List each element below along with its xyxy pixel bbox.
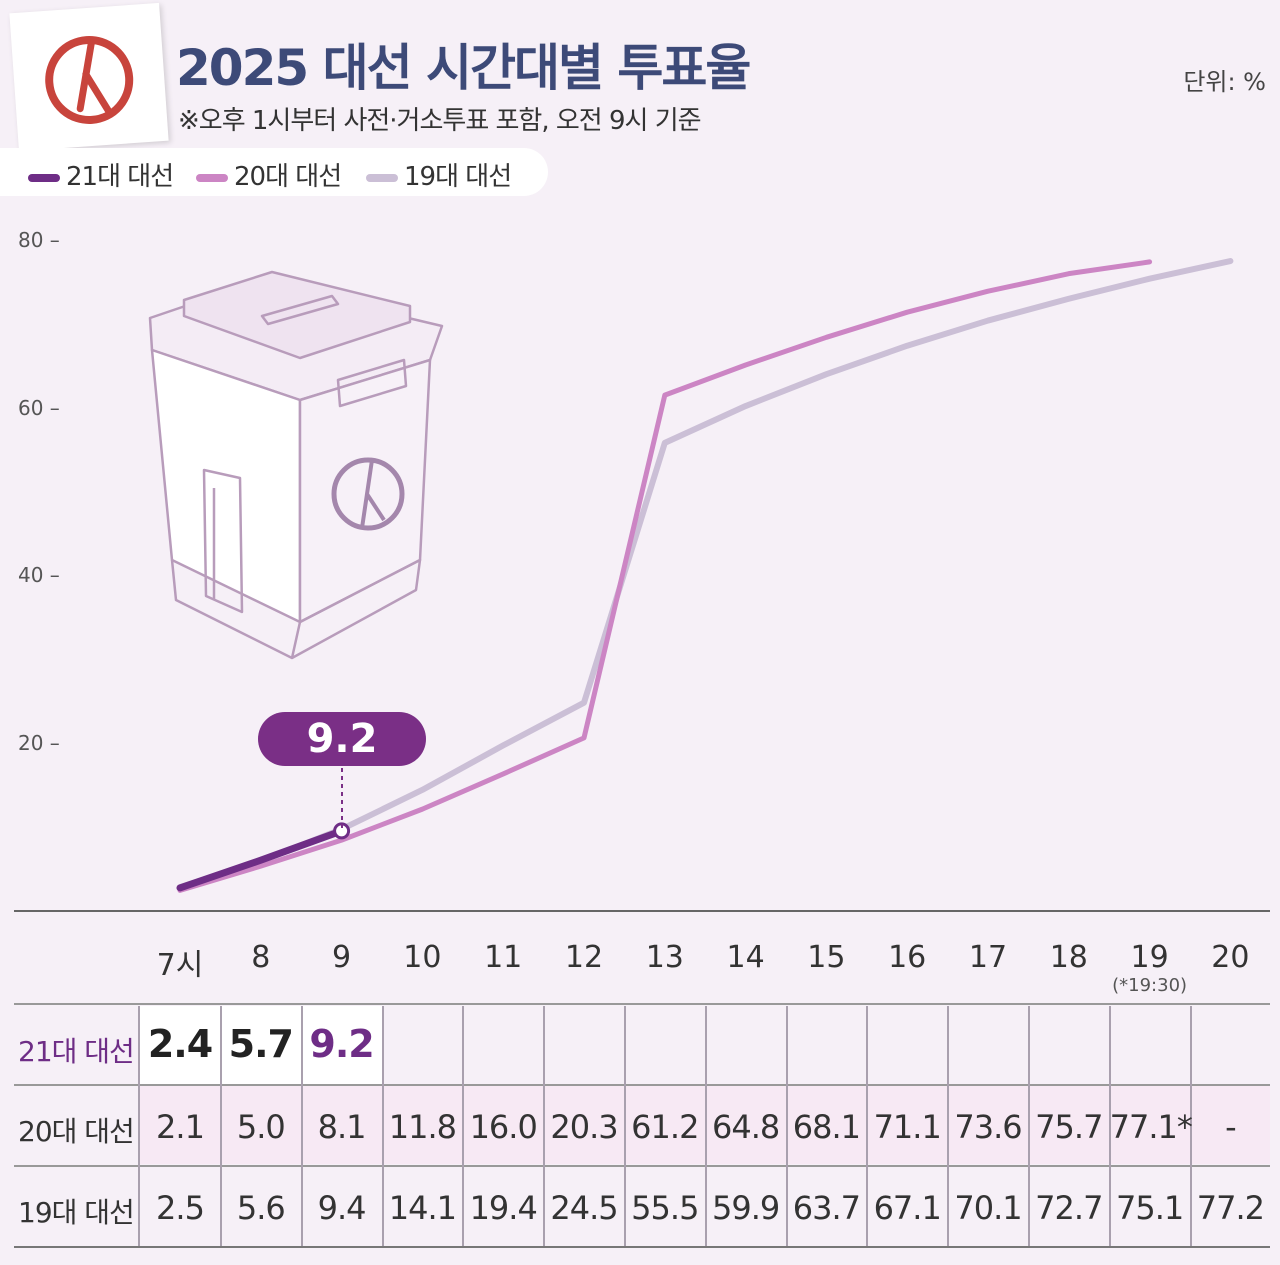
table-column-divider — [301, 1006, 303, 1246]
x-tick-label: 9 — [332, 940, 352, 975]
series-line-2 — [177, 258, 1234, 891]
legend-swatch-21 — [28, 173, 60, 182]
table-cell: 70.1 — [954, 1189, 1022, 1227]
x-tick-label: 7시 — [156, 948, 204, 983]
table-cell: 9.2 — [309, 1022, 374, 1066]
legend-label-21: 21대 대선 — [66, 162, 174, 192]
y-tick-label: 60 – — [18, 396, 60, 420]
x-tick-label: 15 — [807, 940, 846, 975]
table-cell: - — [1225, 1108, 1237, 1146]
unit-label: 단위: % — [1183, 68, 1266, 96]
legend-item-20: 20대 대선 — [196, 156, 342, 193]
table-cell: 2.4 — [147, 1022, 213, 1066]
row-label-19: 19대 대선 — [18, 1196, 135, 1229]
legend-item-19: 19대 대선 — [366, 156, 512, 193]
legend-item-21: 21대 대선 — [28, 156, 174, 193]
legend: 21대 대선 20대 대선 19대 대선 — [0, 148, 548, 196]
table-cell: 2.1 — [156, 1108, 205, 1146]
table-column-divider — [1109, 1006, 1111, 1246]
table-cell: 72.7 — [1035, 1189, 1103, 1227]
callout-current-value: 9.2 — [258, 712, 426, 766]
x-tick-label: 14 — [726, 940, 765, 975]
legend-label-20: 20대 대선 — [234, 162, 342, 192]
table-cell: 68.1 — [792, 1108, 861, 1146]
table-column-divider — [462, 1006, 464, 1246]
x-tick-label: 19 — [1130, 940, 1169, 975]
table-column-divider — [382, 1006, 384, 1246]
table-cell: 9.4 — [317, 1189, 367, 1227]
table-cell: 75.1 — [1115, 1189, 1184, 1227]
table-column-divider — [220, 1006, 222, 1246]
table-cell: 71.1 — [873, 1108, 942, 1146]
table-cell: 67.1 — [873, 1189, 942, 1227]
series-line-0 — [176, 827, 346, 892]
table-column-divider — [866, 1006, 868, 1246]
series-layer — [176, 258, 1234, 893]
table-column-divider — [947, 1006, 949, 1246]
x-tick-label: 16 — [888, 940, 927, 975]
table-divider — [14, 1003, 1270, 1005]
table-divider — [14, 1165, 1270, 1167]
table-column-divider — [705, 1006, 707, 1246]
table-divider — [14, 1084, 1270, 1086]
table-cell: 73.6 — [954, 1108, 1022, 1146]
page-title: 2025 대선 시간대별 투표율 — [176, 39, 751, 97]
table-column-divider — [138, 1006, 140, 1246]
legend-swatch-20 — [196, 173, 228, 182]
legend-label-19: 19대 대선 — [404, 162, 512, 192]
legend-swatch-19 — [366, 173, 398, 182]
y-tick-label: 80 – — [18, 228, 60, 252]
y-tick-label: 20 – — [18, 731, 60, 755]
page-subtitle: ※오후 1시부터 사전·거소투표 포함, 오전 9시 기준 — [178, 106, 702, 136]
current-value-point — [333, 822, 351, 840]
x-tick-label: 8 — [251, 940, 271, 975]
table-cell: 64.8 — [711, 1108, 780, 1146]
table-cell: 5.7 — [228, 1022, 294, 1066]
x-tick-label: 20 — [1211, 940, 1250, 975]
row-label-20: 20대 대선 — [18, 1115, 135, 1148]
table-cell: 16.0 — [469, 1108, 538, 1146]
table-column-divider — [1028, 1006, 1030, 1246]
table-row-21-bg — [140, 1006, 383, 1084]
table-cell: 24.5 — [550, 1189, 618, 1227]
table-column-divider — [543, 1006, 545, 1246]
table-cell: 11.8 — [388, 1108, 457, 1146]
vote-stamp-icon — [45, 35, 134, 124]
x-tick-label: 10 — [403, 940, 442, 975]
table-cell: 77.1* — [1109, 1108, 1193, 1146]
series-line-1 — [177, 259, 1153, 893]
table-cell: 8.1 — [317, 1108, 367, 1146]
table-cell: 59.9 — [711, 1189, 780, 1227]
table-cell: 14.1 — [388, 1189, 457, 1227]
table-cell: 19.4 — [469, 1189, 538, 1227]
table-cell: 75.7 — [1035, 1108, 1103, 1146]
table-cell: 77.2 — [1196, 1189, 1265, 1227]
x-tick-label: 12 — [564, 940, 604, 975]
row-label-21: 21대 대선 — [18, 1035, 135, 1068]
table-cell: 55.5 — [631, 1189, 699, 1227]
x-tick-label: 11 — [484, 940, 523, 975]
table-cell: 5.0 — [236, 1108, 286, 1146]
table-cell: 2.5 — [156, 1189, 205, 1227]
table-divider — [14, 1246, 1270, 1248]
table-column-divider — [786, 1006, 788, 1246]
ballot-box-illustration — [148, 270, 444, 660]
table-cell: 5.6 — [236, 1189, 286, 1227]
x-tick-label: 18 — [1049, 940, 1088, 975]
y-tick-label: 40 – — [18, 563, 60, 587]
table-cell: 20.3 — [550, 1108, 618, 1146]
x-tick-label: 13 — [645, 940, 684, 975]
x-tick-label: 17 — [968, 940, 1008, 975]
table-cell: 63.7 — [792, 1189, 861, 1227]
x-tick-note: (*19:30) — [1112, 975, 1188, 996]
vote-stamp-logo — [9, 2, 169, 152]
table-column-divider — [1190, 1006, 1192, 1246]
table-column-divider — [624, 1006, 626, 1246]
table-cell: 61.2 — [631, 1108, 699, 1146]
